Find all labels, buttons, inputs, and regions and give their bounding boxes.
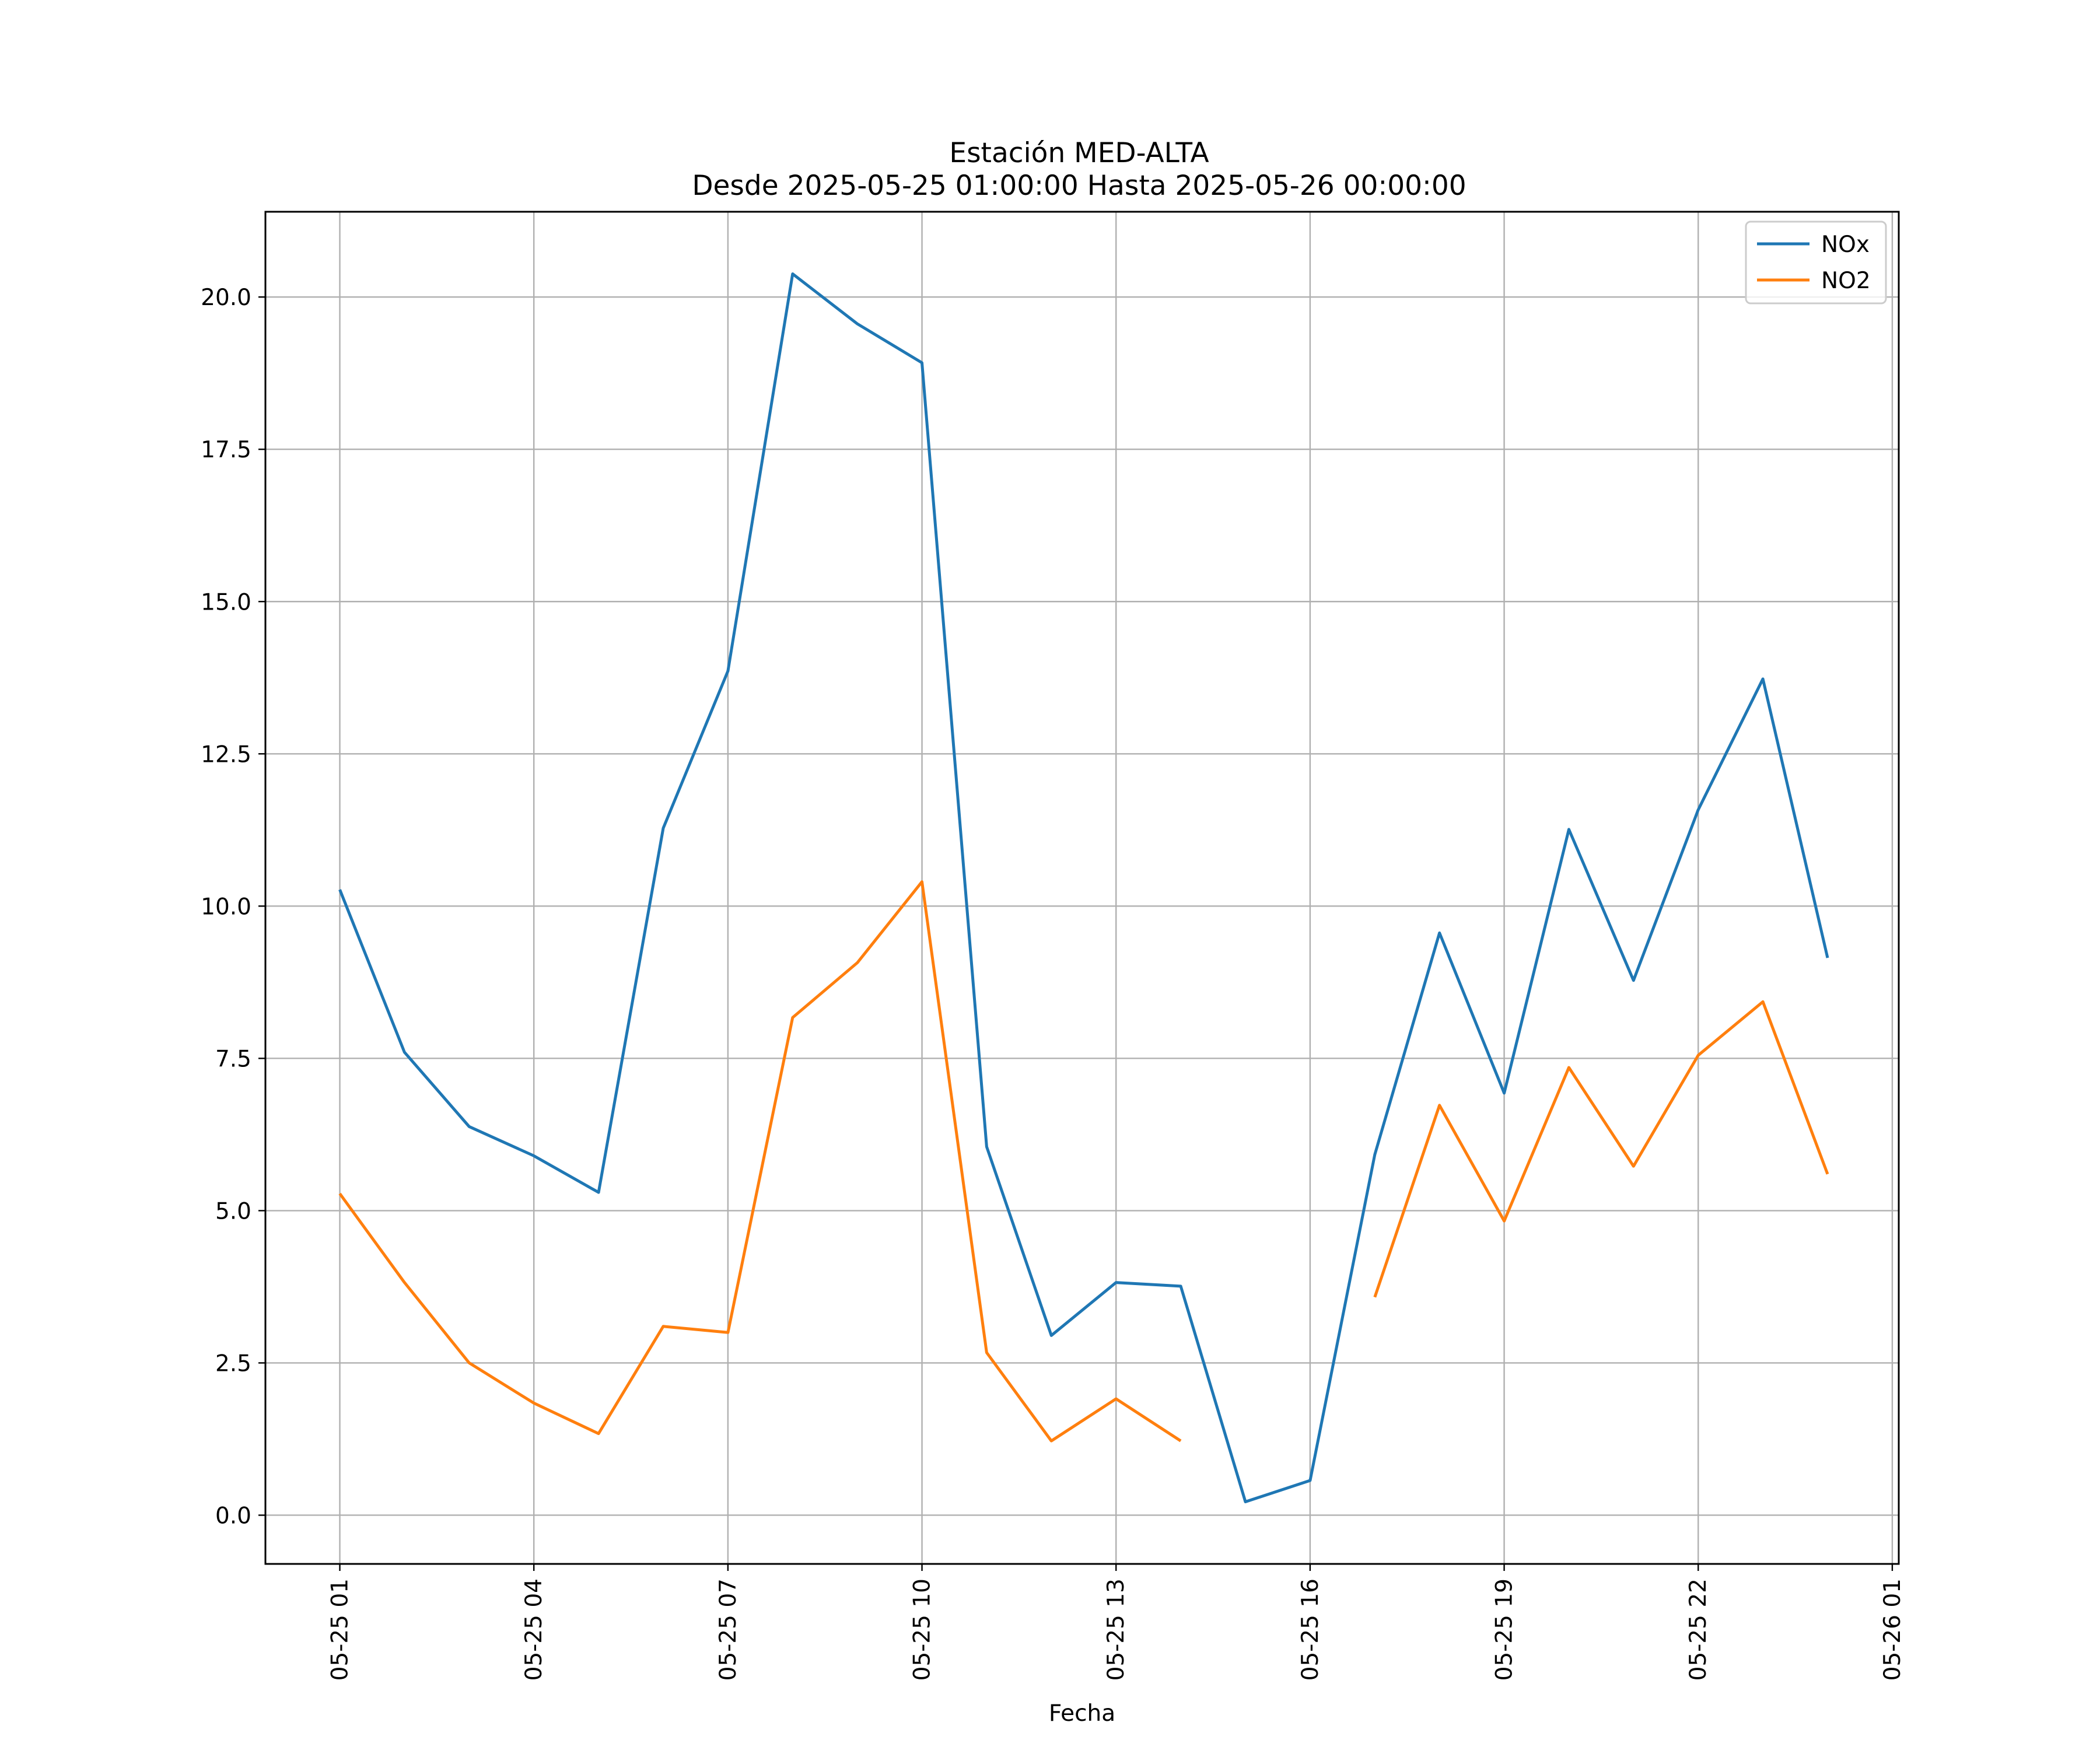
series-line-nox [338, 272, 1829, 1503]
y-tick-label: 0.0 [215, 1503, 251, 1529]
legend-box [1745, 220, 1887, 304]
y-tick-label: 7.5 [215, 1046, 251, 1072]
y-tick-label: 2.5 [215, 1350, 251, 1377]
series-lines [338, 272, 1829, 1503]
legend-label-no2: NO2 [1821, 268, 1871, 294]
y-axis: 0.0 2.5 5.0 7.5 10.0 12.5 15.0 17.5 20.0 [201, 285, 265, 1529]
x-tick-label: 05-25 19 [1492, 1578, 1518, 1681]
x-tick-label: 05-25 10 [909, 1578, 936, 1681]
chart-title: Estación MED-ALTA [949, 137, 1209, 169]
x-tick-label: 05-26 01 [1880, 1578, 1906, 1681]
x-tick-label: 05-25 01 [327, 1578, 354, 1681]
legend: NOx NO2 [1745, 220, 1887, 304]
chart-subtitle: Desde 2025-05-25 01:00:00 Hasta 2025-05-… [692, 170, 1466, 202]
series-line-no2 [338, 880, 1182, 1443]
plot-area-frame [264, 211, 1900, 1565]
x-tick-label: 05-25 22 [1685, 1578, 1712, 1681]
y-tick-label: 15.0 [201, 589, 251, 615]
vertical-gridlines [339, 212, 1894, 1564]
x-axis: 05-25 01 05-25 04 05-25 07 05-25 10 05-25 13… [327, 1564, 1906, 1681]
x-tick-label: 05-25 16 [1297, 1578, 1324, 1681]
x-axis-label: Fecha [1049, 1700, 1115, 1727]
x-tick-label: 05-25 04 [521, 1578, 547, 1681]
y-tick-label: 17.5 [201, 437, 251, 463]
horizontal-gridlines [265, 296, 1899, 1516]
x-tick-label: 05-25 07 [715, 1578, 741, 1681]
x-tick-label: 05-25 13 [1103, 1578, 1129, 1681]
y-tick-label: 10.0 [201, 894, 251, 920]
y-tick-label: 5.0 [215, 1198, 251, 1224]
series-line-no2 [1373, 1000, 1829, 1298]
y-tick-label: 12.5 [201, 741, 251, 768]
y-tick-label: 20.0 [201, 285, 251, 311]
legend-label-nox: NOx [1821, 232, 1870, 258]
